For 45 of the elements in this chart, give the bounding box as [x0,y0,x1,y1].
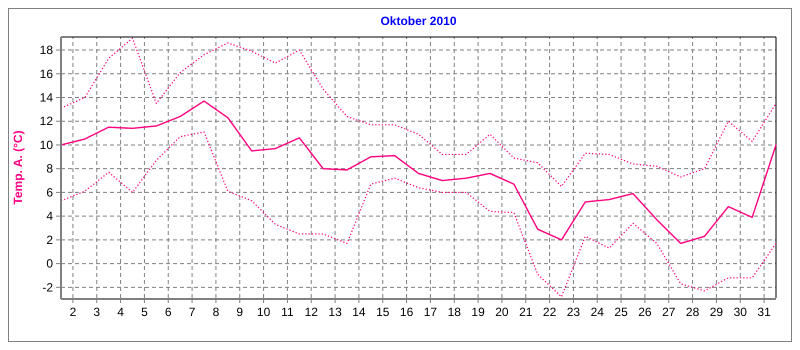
x-tick-label: 21 [519,305,533,319]
line-series [60,131,777,298]
x-tick-label: 8 [212,305,220,319]
x-tick-label: 10 [256,305,271,319]
x-tick-label: 4 [117,305,124,319]
x-tick-label: 14 [352,305,366,319]
x-tick-label: 18 [448,305,462,319]
y-tick-label: 2 [46,232,54,247]
x-tick-label: 22 [542,305,557,319]
y-tick-label: -2 [42,280,54,294]
y-tick-label: 6 [46,185,54,200]
chart-title: Oktober 2010 [380,14,457,28]
y-tick-label: 16 [40,66,54,81]
x-tick-label: 5 [141,305,148,319]
x-tick-label: 2 [70,305,77,319]
x-tick-label: 26 [638,305,652,319]
x-tick-label: 9 [236,305,244,319]
y-tick-label: 14 [40,90,54,105]
y-axis-title: Temp. A. (°C) [11,130,25,205]
y-tick-label: 18 [40,43,54,58]
x-tick-label: 29 [710,305,724,319]
line-series [60,100,777,244]
x-tick-label: 12 [304,305,318,319]
x-tick-label: 28 [686,305,700,319]
x-tick-label: 30 [734,305,748,319]
y-tick-label: 12 [40,114,54,128]
x-tick-label: 20 [495,305,509,319]
x-tick-label: 7 [188,305,196,319]
x-tick-label: 25 [614,305,628,319]
x-tick-label: 16 [400,305,414,319]
x-tick-label: 31 [757,305,772,319]
y-tick-label: 0 [46,256,54,271]
y-tick-label: 4 [46,209,54,224]
y-tick-label: 8 [46,162,54,176]
x-tick-label: 17 [424,305,438,319]
x-tick-label: 15 [376,305,390,319]
x-tick-label: 13 [328,305,342,319]
x-tick-label: 6 [164,305,172,319]
x-tick-label: 3 [93,305,100,319]
x-tick-label: 19 [471,305,486,319]
x-tick-label: 23 [566,305,580,319]
x-tick-label: 24 [590,305,604,319]
x-tick-label: 27 [662,305,676,319]
x-tick-label: 11 [281,305,294,319]
y-tick-label: 10 [40,138,54,152]
